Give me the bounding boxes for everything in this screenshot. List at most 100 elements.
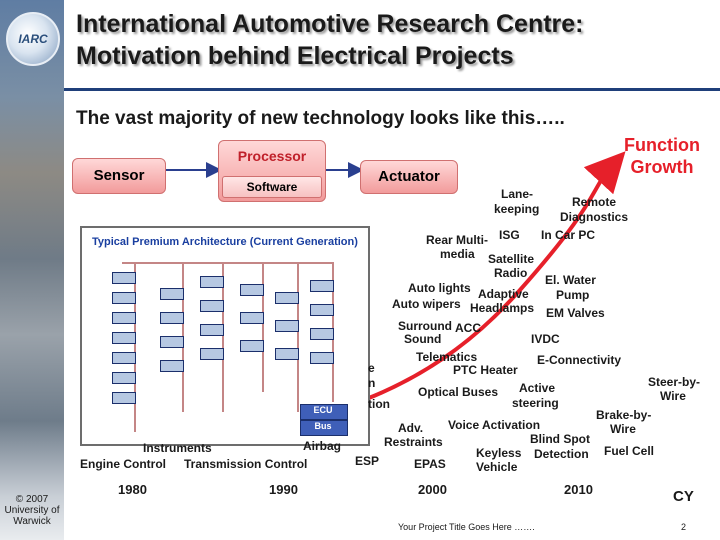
feature-in-car-pc: In Car PC: [541, 228, 596, 242]
feature-isg: ISG: [499, 228, 520, 242]
feature-satellite-radio-1: Satellite: [488, 252, 535, 266]
feature-lane-keeping-1: Lane-: [501, 187, 534, 201]
feature-remote-diagnostics-1: Remote: [572, 195, 617, 209]
ecu-node: [112, 372, 136, 384]
feature-ptc-heater: PTC Heater: [453, 363, 518, 377]
ecu-legend-swatch: [300, 404, 348, 420]
feature-keyless-vehicle-1: Keyless: [476, 446, 522, 460]
logo-text: IARC: [18, 32, 48, 46]
ecu-node: [160, 312, 184, 324]
feature-steer-by-wire-2: Wire: [660, 389, 686, 403]
ecu-node: [275, 320, 299, 332]
copyright-line3: Warwick: [13, 516, 51, 527]
feature-active-steering-2: steering: [512, 396, 559, 410]
actuator-block: Actuator: [360, 160, 458, 194]
feature-fuel-cell: Fuel Cell: [604, 444, 655, 458]
network-bus: [262, 262, 264, 392]
year-2000: 2000: [418, 482, 447, 497]
slide-title-line1: International Automotive Research Centre…: [76, 10, 584, 38]
feature-auto-lights: Auto lights: [408, 281, 471, 295]
feature-airbag: Airbag: [303, 439, 342, 453]
year-1990: 1990: [269, 482, 298, 497]
ecu-node: [200, 276, 224, 288]
feature-adaptive-headlamps-1: Adaptive: [478, 287, 529, 301]
network-bus: [297, 262, 299, 412]
bus-legend-label: Bus: [314, 421, 332, 431]
feature-el-water-pump-2: Pump: [556, 288, 590, 302]
architecture-panel-title: Typical Premium Architecture (Current Ge…: [92, 236, 358, 248]
feature-instruments: Instruments: [143, 441, 212, 455]
feature-optical-buses: Optical Buses: [418, 385, 499, 399]
feature-el-water-pump-1: El. Water: [545, 273, 596, 287]
ecu-node: [200, 324, 224, 336]
feature-blind-spot-detection-2: Detection: [534, 447, 589, 461]
ecu-node: [240, 284, 264, 296]
ecu-node: [310, 352, 334, 364]
processor-label: Processor: [237, 148, 307, 164]
feature-esp: ESP: [355, 454, 380, 468]
feature-ivdc: IVDC: [531, 332, 560, 346]
ecu-node: [310, 304, 334, 316]
year-1980: 1980: [118, 482, 147, 497]
ecu-node: [112, 392, 136, 404]
feature-surround-sound-2: Sound: [404, 332, 442, 346]
ecu-node: [112, 332, 136, 344]
ecu-node: [112, 292, 136, 304]
feature-partial-label-3: tion: [368, 397, 390, 411]
ecu-node: [275, 292, 299, 304]
feature-adv-restraints-2: Restraints: [384, 435, 443, 449]
feature-active-steering-1: Active: [519, 381, 556, 395]
feature-e-connectivity: E-Connectivity: [537, 353, 622, 367]
axis-unit-cy: CY: [673, 488, 694, 505]
feature-voice-activation: Voice Activation: [448, 418, 541, 432]
ecu-node: [112, 312, 136, 324]
feature-partial-label-1: e: [368, 361, 375, 375]
actuator-label: Actuator: [378, 168, 440, 185]
copyright-notice: © 2007 University of Warwick: [2, 494, 62, 527]
ecu-node: [310, 280, 334, 292]
copyright-line2: University of: [4, 505, 60, 516]
feature-em-valves: EM Valves: [546, 306, 605, 320]
function-growth-label: Function Growth: [612, 134, 712, 178]
feature-surround-sound-1: Surround: [398, 319, 452, 333]
ecu-node: [160, 288, 184, 300]
copyright-line1: © 2007: [15, 494, 49, 505]
feature-telematics: Telematics: [416, 350, 478, 364]
network-bus: [122, 262, 332, 264]
feature-lane-keeping-2: keeping: [494, 202, 540, 216]
sensor-block: Sensor: [72, 158, 166, 194]
ecu-node: [310, 328, 334, 340]
software-block: Software: [222, 176, 322, 198]
feature-brake-by-wire-2: Wire: [610, 422, 636, 436]
feature-adaptive-headlamps-2: Headlamps: [470, 301, 535, 315]
network-bus: [134, 262, 136, 432]
decorative-side-strip: IARC: [0, 0, 64, 540]
feature-auto-wipers: Auto wipers: [392, 297, 461, 311]
ecu-legend-label: ECU: [313, 405, 333, 415]
ecu-node: [200, 348, 224, 360]
feature-rear-multimedia-1: Rear Multi-: [426, 233, 489, 247]
bus-legend-swatch: [300, 420, 348, 436]
feature-brake-by-wire-1: Brake-by-: [596, 408, 652, 422]
ecu-node: [240, 340, 264, 352]
feature-keyless-vehicle-2: Vehicle: [476, 460, 518, 474]
software-label: Software: [246, 180, 298, 194]
feature-epas: EPAS: [414, 457, 446, 471]
page-number: 2: [681, 522, 687, 532]
ecu-node: [112, 272, 136, 284]
feature-partial-label-2: n: [368, 376, 376, 390]
feature-rear-multimedia-2: media: [440, 247, 475, 261]
year-2010: 2010: [564, 482, 593, 497]
ecu-node: [160, 336, 184, 348]
iarc-logo: IARC: [6, 12, 60, 66]
ecu-node: [112, 352, 136, 364]
sensor-label: Sensor: [93, 167, 145, 184]
ecu-node: [200, 300, 224, 312]
function-growth-line2: Growth: [630, 157, 694, 177]
network-bus: [222, 262, 224, 412]
feature-adv-restraints-1: Adv.: [398, 421, 424, 435]
feature-engine-control: Engine Control: [80, 457, 166, 471]
feature-satellite-radio-2: Radio: [494, 266, 528, 280]
slide-title-line2: Motivation behind Electrical Projects: [76, 42, 514, 70]
slide-subtitle: The vast majority of new technology look…: [76, 108, 565, 129]
